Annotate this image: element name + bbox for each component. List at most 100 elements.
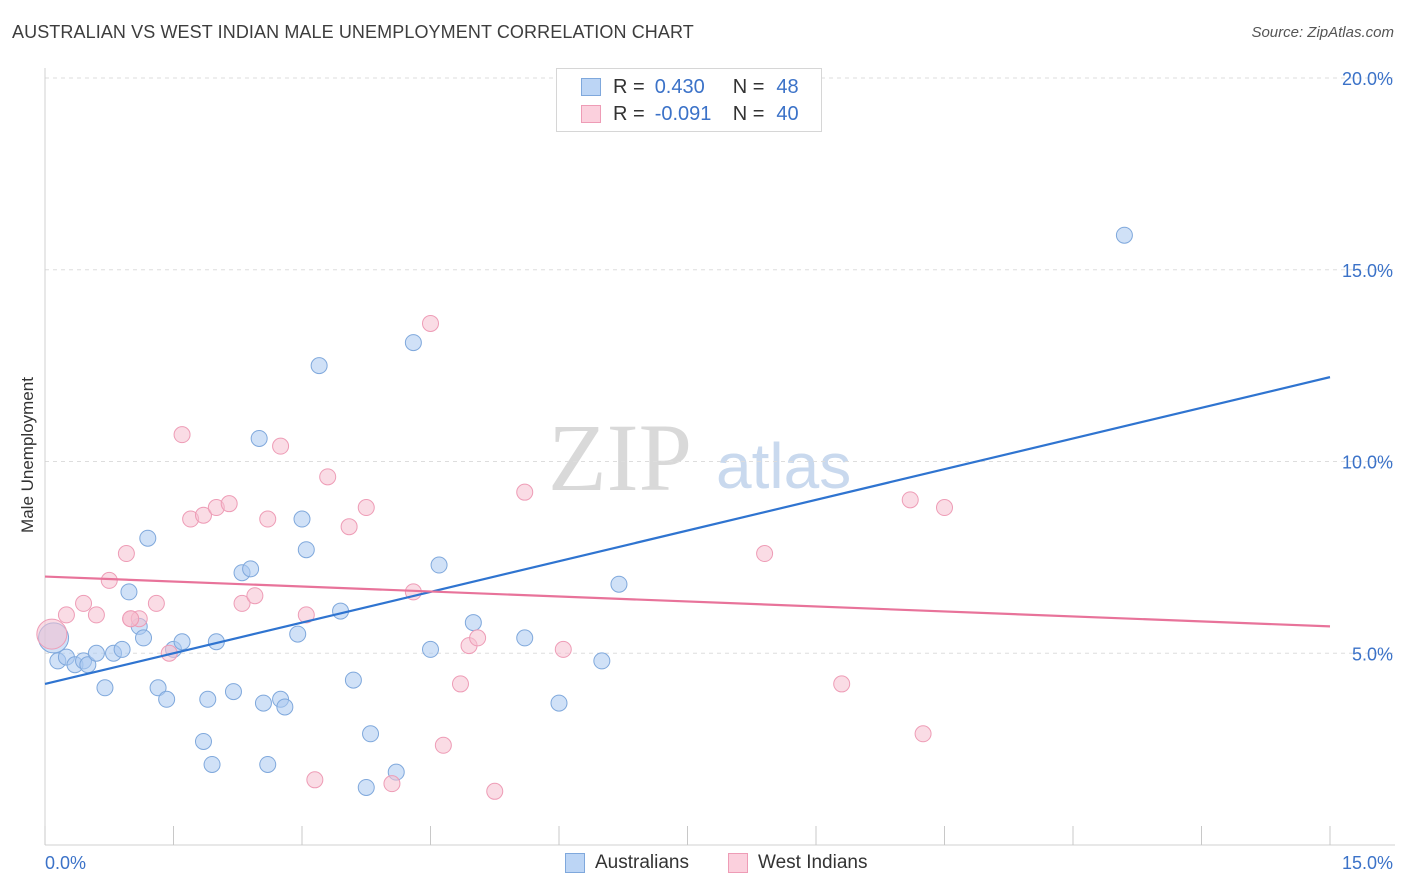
australians-point (289, 625, 307, 643)
west-indians-point (451, 675, 469, 693)
west-indians-point (516, 483, 534, 501)
chart-title: AUSTRALIAN VS WEST INDIAN MALE UNEMPLOYM… (12, 22, 694, 42)
australians-point (550, 694, 568, 712)
legend-label: Australians (595, 852, 689, 873)
west-indians-point (833, 675, 851, 693)
australians-point (250, 429, 268, 447)
west-indians-point (117, 545, 135, 563)
australians-point (139, 529, 157, 547)
y-tick-label: 20.0% (1342, 69, 1393, 89)
australians-swatch (565, 853, 585, 873)
legend-item-australians: Australians (565, 852, 689, 874)
west-indians-point (422, 314, 439, 332)
west-indians-point (554, 640, 572, 658)
australians-swatch (581, 78, 601, 96)
west-indians-point (914, 725, 932, 743)
australians-point (149, 679, 167, 697)
n-value: 48 (776, 75, 799, 98)
west-indians-point (36, 618, 68, 650)
r-label: R = (613, 75, 645, 98)
australians-point (158, 690, 176, 708)
australians-point (113, 640, 131, 658)
series-legend: Australians West Indians (0, 852, 1406, 878)
west-indians-point (75, 594, 93, 612)
west-indians-point (233, 594, 251, 612)
west-indians-point (272, 437, 290, 455)
australians-point (516, 629, 534, 647)
west-indians-point (194, 506, 212, 524)
west-indians-point (357, 499, 375, 517)
australians-point (422, 640, 439, 658)
australians-point (135, 629, 153, 647)
australians-point (404, 334, 422, 352)
australians-point (254, 694, 272, 712)
australians-point (1115, 226, 1133, 244)
west-indians-point (340, 518, 358, 536)
australians-point (199, 690, 217, 708)
west-indians-point (383, 775, 401, 793)
west-indians-point (173, 426, 191, 444)
data-points (36, 226, 1133, 800)
west-indians-point (469, 629, 487, 647)
west-indians-point (936, 499, 953, 517)
west-indians-point (57, 606, 75, 624)
y-tick-label: 10.0% (1342, 453, 1393, 473)
australians-point (297, 541, 315, 559)
r-value: -0.091 (654, 102, 712, 125)
x-tick-label: 0.0% (45, 853, 86, 873)
legend-row-west-indians: R = -0.091 N = 40 (581, 102, 799, 126)
trend-lines (44, 376, 1331, 685)
correlation-legend: R = 0.430 N = 48 R = -0.091 N = 40 (556, 68, 822, 132)
australians-point (224, 683, 242, 701)
west-indians-point (220, 495, 238, 513)
australians-point (593, 652, 611, 670)
watermark-zip: ZIP (548, 404, 692, 511)
west-indians-point (486, 782, 504, 800)
australians-point (344, 671, 362, 689)
r-label: R = (613, 102, 645, 125)
west-indians-swatch (581, 105, 601, 123)
legend-item-west-indians: West Indians (728, 852, 867, 874)
australians-point (194, 732, 212, 750)
legend-row-australians: R = 0.430 N = 48 (581, 75, 799, 99)
australians-point (173, 633, 191, 651)
west-indians-point (319, 468, 337, 486)
australians-point (293, 510, 311, 528)
west-indians-point (306, 771, 324, 789)
australians-point (357, 778, 375, 796)
n-value: 40 (776, 102, 799, 125)
x-tick-label: 15.0% (1342, 853, 1393, 873)
australians-point (362, 725, 380, 743)
west-indians-point (297, 606, 315, 624)
n-label: N = (732, 75, 765, 98)
australians-trend-line (44, 376, 1331, 685)
y-tick-label: 15.0% (1342, 261, 1393, 281)
australians-point (242, 560, 260, 578)
legend-label: West Indians (758, 852, 868, 873)
tick-labels: 5.0% 10.0% 15.0% 20.0% 0.0% 15.0% (45, 69, 1393, 873)
west-indians-point (122, 610, 140, 628)
australians-point (464, 614, 482, 632)
west-indians-point (259, 510, 277, 528)
west-indians-point (756, 545, 774, 563)
australians-point (120, 583, 138, 601)
source-label: Source: ZipAtlas.com (1251, 24, 1394, 41)
australians-point (310, 357, 328, 375)
west-indians-point (100, 571, 118, 589)
west-indians-point (901, 491, 919, 509)
australians-point (203, 755, 221, 773)
australians-point (610, 575, 628, 593)
australians-point (259, 755, 277, 773)
australians-point (430, 556, 448, 574)
west-indians-point (87, 606, 105, 624)
axes (44, 68, 1395, 846)
y-tick-label: 5.0% (1352, 644, 1393, 664)
watermark: ZIP atlas (548, 404, 851, 511)
west-indians-swatch (728, 853, 748, 873)
australians-point (87, 644, 105, 662)
west-indians-trend-line (44, 575, 1331, 628)
west-indians-point (246, 587, 264, 605)
west-indians-point (147, 594, 165, 612)
watermark-atlas: atlas (716, 430, 851, 502)
